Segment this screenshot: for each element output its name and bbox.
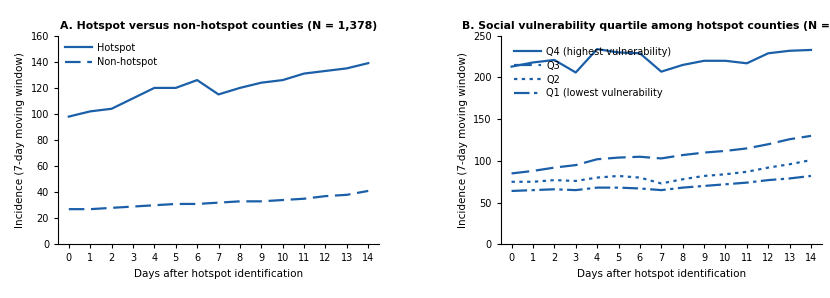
X-axis label: Days after hotspot identification: Days after hotspot identification [134,269,303,279]
Y-axis label: Incidence (7-day moving window): Incidence (7-day moving window) [457,52,467,228]
Legend: Q4 (highest vulnerability), Q3, Q2, Q1 (lowest vulnerability: Q4 (highest vulnerability), Q3, Q2, Q1 (… [510,43,675,102]
Title: A. Hotspot versus non-hotspot counties (N = 1,378): A. Hotspot versus non-hotspot counties (… [60,21,377,31]
Title: B. Social vulnerability quartile among hotspot counties (N = 689): B. Social vulnerability quartile among h… [461,21,830,31]
Legend: Hotspot, Non-hotspot: Hotspot, Non-hotspot [61,39,161,71]
Y-axis label: Incidence (7-day moving window): Incidence (7-day moving window) [15,52,25,228]
X-axis label: Days after hotspot identification: Days after hotspot identification [577,269,746,279]
